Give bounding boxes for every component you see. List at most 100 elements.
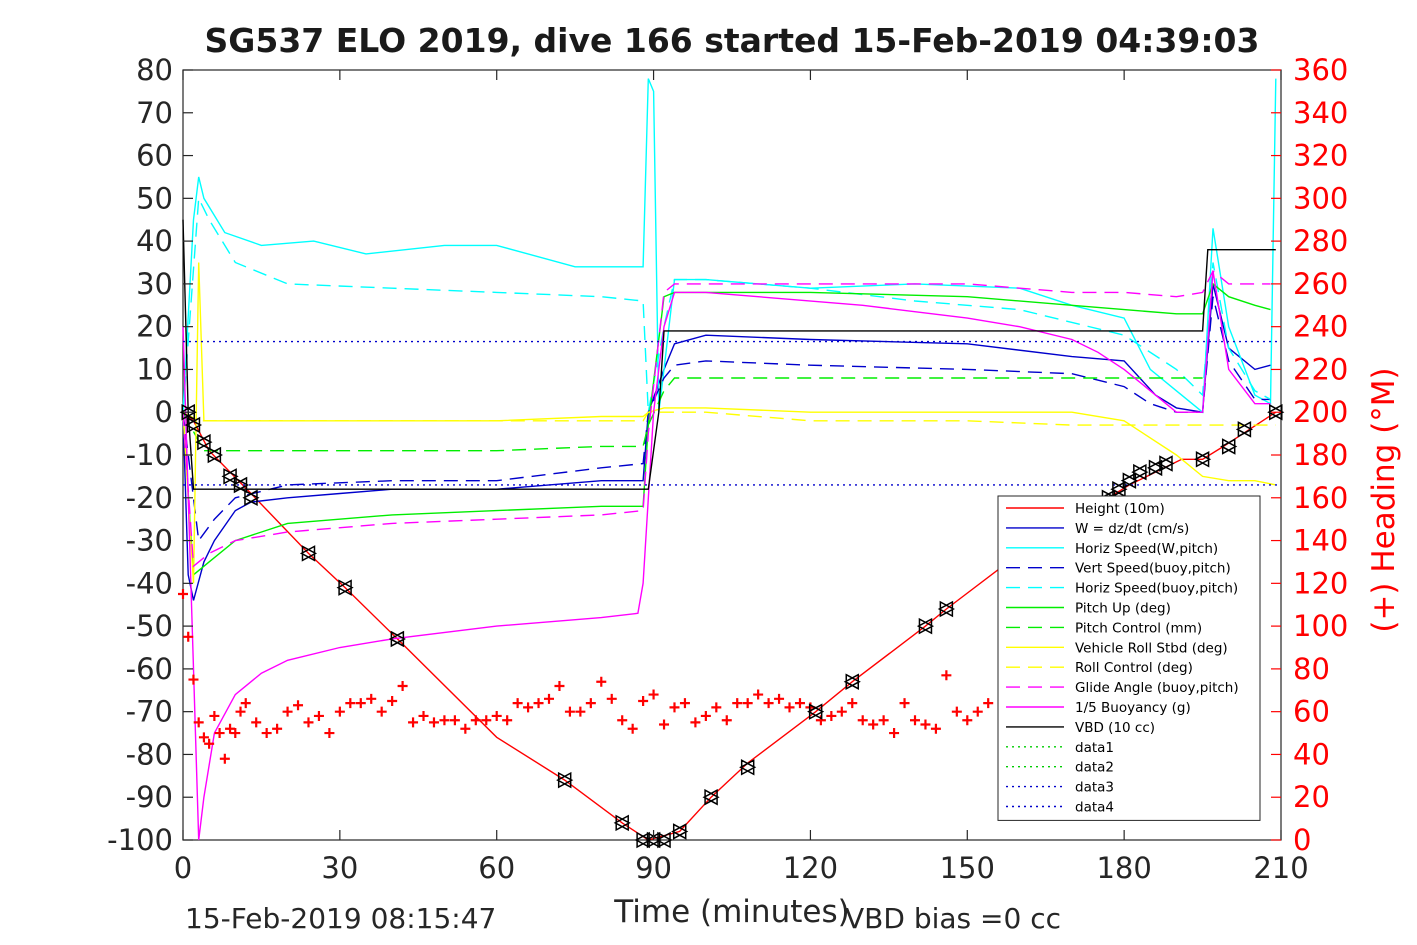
heading-point [784,702,795,713]
heading-point [878,715,889,726]
heading-point [732,698,743,709]
marker-triangle [655,831,673,849]
marker-triangle [1120,472,1138,489]
y-axis-left: 80 70 60 50 40 30 20 10 0 -10 -20 -30 -40 -50 -60 -70 -8… [107,53,193,857]
y-tick-label: 80 [136,53,173,87]
heading-point [690,717,701,728]
marker-triangle [221,468,239,485]
y-tick-label: -100 [107,823,173,857]
heading-point [659,719,670,730]
y2-tick-label: 320 [1293,139,1348,173]
y-tick-label: -10 [126,438,173,472]
marker-triangle [916,617,935,635]
marker-triangle [807,703,825,720]
heading-point [512,698,523,709]
heading-point [251,717,262,728]
y2-tick-label: 360 [1293,53,1348,87]
heading-point [198,732,209,743]
legend-label: Glide Angle (buoy,pitch) [1075,680,1239,696]
heading-point [648,689,659,700]
marker-layer [179,403,1285,849]
heading-point [533,698,544,709]
y-tick-label: -20 [126,481,173,515]
heading-point [826,710,837,721]
y2-tick-label: 0 [1293,823,1311,857]
heading-point [596,676,607,687]
y-tick-label: -80 [126,737,173,771]
legend-label: Height (10m) [1075,501,1165,517]
marker-triangle [702,788,720,806]
heading-point [183,631,194,642]
heading-point [669,702,680,713]
heading-point [418,710,429,721]
y2-tick-label: 220 [1293,352,1348,386]
heading-point [439,715,450,726]
series-line-8 [182,411,1276,426]
heading-point [627,723,638,734]
legend-label: Pitch Control (mm) [1075,620,1202,636]
heading-point [763,698,774,709]
x-tick-label: 90 [635,851,672,885]
y-tick-label: -90 [126,780,173,814]
marker-triangle [388,630,406,648]
legend-label: 1/5 Buoyancy (g) [1075,700,1191,716]
legend-label: data1 [1075,740,1114,756]
marker-triangle [1267,403,1285,421]
marker-triangle [1131,463,1149,481]
heading-point [711,702,722,713]
x-axis-label: Time (minutes) [613,894,849,930]
heading-point [575,706,586,717]
heading-point [188,674,199,685]
x-tick-label: 0 [174,851,192,885]
marker-triangle [179,403,197,421]
heading-point [313,710,324,721]
legend-label: Roll Control (deg) [1075,660,1193,676]
heading-point [742,698,753,709]
heading-point [214,728,225,739]
heading-point [523,702,534,713]
heading-point [544,693,554,704]
y-axis-right: 3603403203002802602402202001801601401201… [1271,53,1348,857]
heading-point [815,715,826,726]
heading-point [240,698,251,709]
x-tick-label: 150 [940,851,995,885]
heading-point [794,698,805,709]
heading-point [941,670,952,681]
marker-triangle [1110,480,1128,498]
heading-point [585,698,596,709]
x-tick-label: 60 [478,851,515,885]
marker-triangle [843,673,861,690]
legend-label: VBD (10 cc) [1075,720,1155,736]
heading-point [564,706,575,717]
y-tick-label: 70 [136,96,173,130]
y2-tick-label: 300 [1293,181,1348,215]
heading-point [235,706,246,717]
heading-point [193,717,204,728]
y2-tick-label: 280 [1293,224,1348,258]
y-tick-label: 20 [136,310,173,344]
heading-point [857,715,868,726]
marker-triangle [242,489,260,507]
x-axis: 0 30 60 90 120 150 180 210 [174,70,1309,885]
y2-tick-label: 140 [1293,524,1348,558]
marker-triangle [739,759,757,776]
y2-tick-label: 240 [1293,310,1348,344]
y2-tick-label: 200 [1293,395,1348,429]
footer-timestamp: 15-Feb-2019 08:15:47 [185,902,496,935]
marker-triangle [556,771,574,789]
legend-label: Vert Speed(buoy,pitch) [1075,561,1231,577]
heading-point [930,723,941,734]
y2-tick-label: 180 [1293,438,1348,472]
legend-label: Horiz Speed(W,pitch) [1075,541,1218,557]
heading-point [502,715,513,726]
y2-tick-label: 340 [1293,96,1348,130]
heading-point [460,723,471,734]
heading-point [387,695,398,706]
heading-layer [178,589,994,764]
legend-label: data2 [1075,760,1114,776]
series-line-6 [182,377,1203,452]
heading-point [355,698,366,709]
heading-point [774,693,785,704]
y2-tick-label: 160 [1293,481,1348,515]
